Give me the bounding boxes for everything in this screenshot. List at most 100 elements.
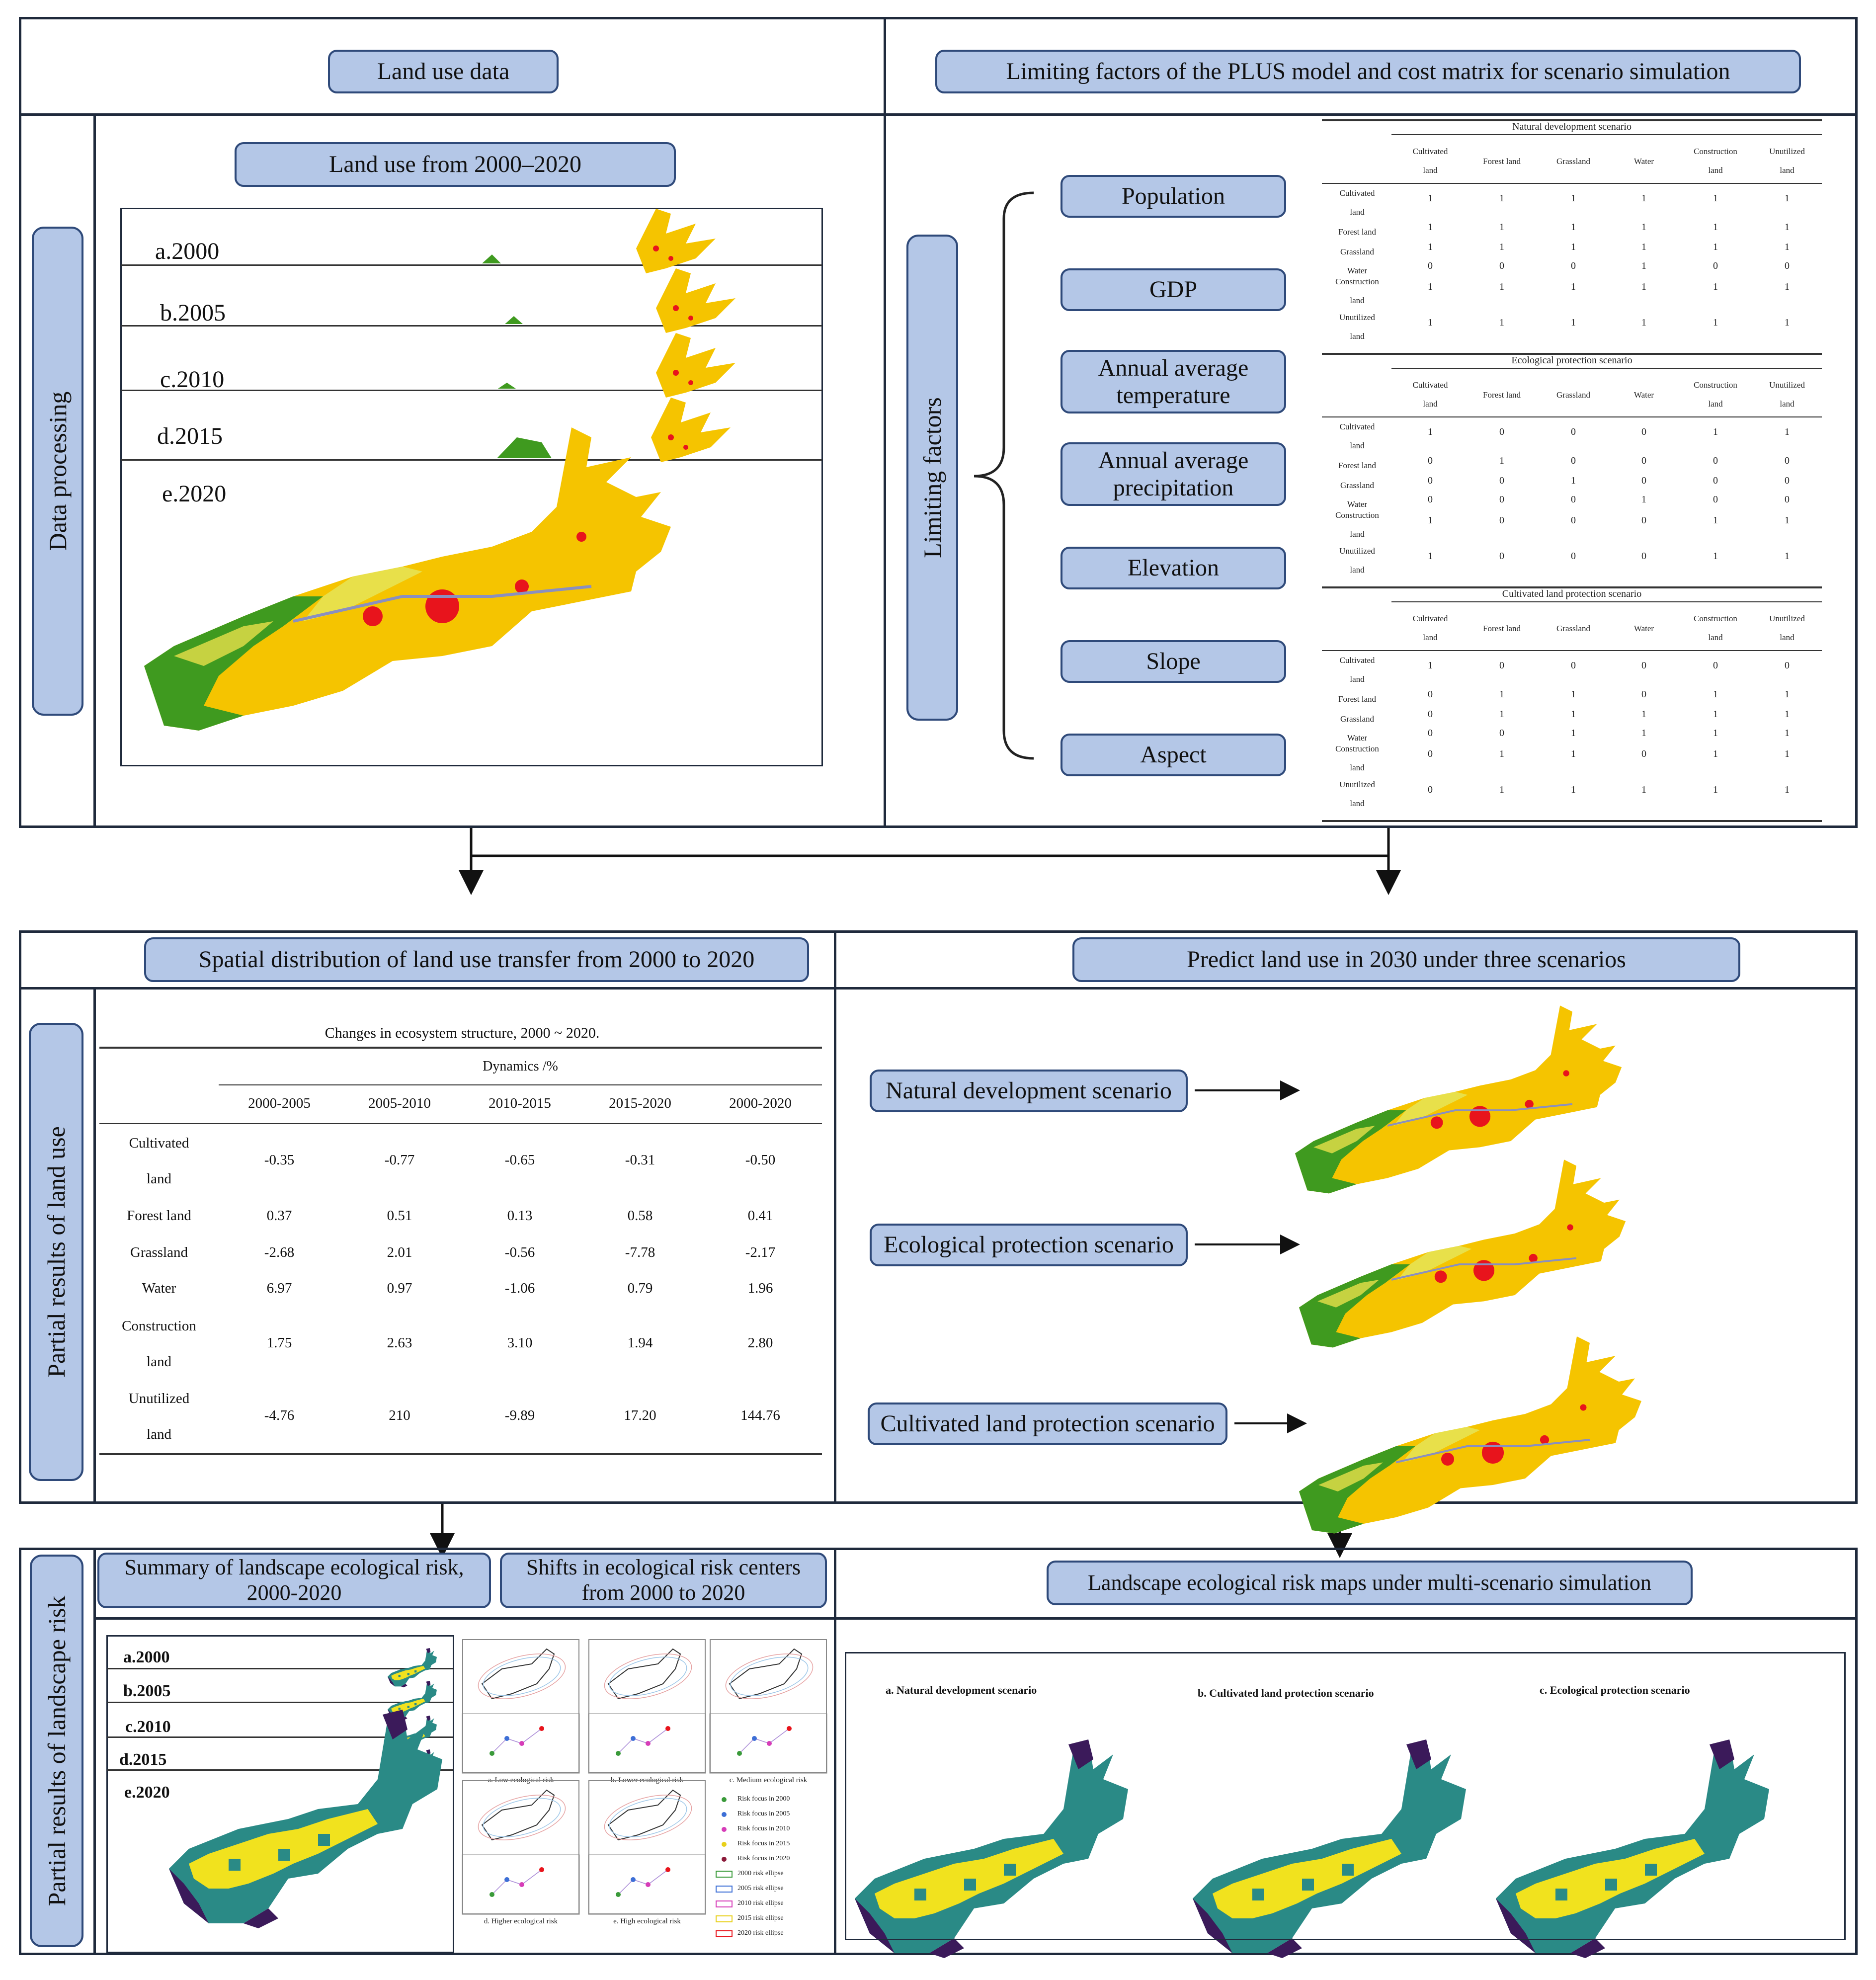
cost-cell: 1 xyxy=(1641,281,1646,292)
legend-label: 2010 risk ellipse xyxy=(737,1899,784,1907)
legend-swatch xyxy=(716,1915,733,1922)
legend-label: Risk focus in 2010 xyxy=(737,1825,790,1832)
cost-cell: 0 xyxy=(1785,455,1790,466)
cost-cell: 0 xyxy=(1428,748,1433,759)
cost-cell: 1 xyxy=(1428,317,1433,328)
scenario-ecological: Ecological protection scenario xyxy=(870,1224,1188,1266)
factor-gdp: GDP xyxy=(1060,268,1286,311)
cost-row-header: Grassland xyxy=(1340,481,1374,490)
year-label: a.2000 xyxy=(155,238,220,264)
cost-col-header: Forest land xyxy=(1482,157,1521,166)
divider xyxy=(93,1548,96,1955)
factor-temperature: Annual average temperature xyxy=(1060,350,1286,413)
predict-label: Predict land use in 2030 under three sce… xyxy=(1072,937,1740,982)
cost-cell: 1 xyxy=(1499,222,1504,233)
divider xyxy=(1322,416,1822,417)
divider xyxy=(93,1617,1858,1620)
cost-row-header: Forest land xyxy=(1338,227,1377,237)
dyn-col-header: 2005-2010 xyxy=(368,1095,431,1111)
cost-cell: 1 xyxy=(1499,281,1504,292)
shift-panel xyxy=(462,1639,579,1773)
risk-map-label: c. Ecological protection scenario xyxy=(1540,1684,1690,1696)
risk-year-label: a.2000 xyxy=(123,1648,170,1666)
cost-cell: 0 xyxy=(1499,728,1504,739)
shift-panel-caption: d. Higher ecological risk xyxy=(484,1917,558,1925)
cost-cell: 1 xyxy=(1571,222,1576,233)
shift-panel-caption: c. Medium ecological risk xyxy=(729,1776,808,1784)
divider xyxy=(121,325,822,327)
cost-col-header: Cultivated land xyxy=(1412,614,1448,642)
cost-cell: 1 xyxy=(1785,515,1790,526)
dyn-cell: -9.89 xyxy=(504,1407,535,1423)
dyn-cell: -7.78 xyxy=(625,1244,655,1260)
divider xyxy=(121,390,822,391)
legend-swatch xyxy=(722,1842,727,1847)
cost-cell: 0 xyxy=(1428,494,1433,505)
divider xyxy=(1391,601,1822,602)
divider xyxy=(1322,586,1822,588)
divider xyxy=(107,1668,453,1669)
dyn-cell: 1.94 xyxy=(627,1335,653,1351)
divider xyxy=(1322,650,1822,651)
cost-cell: 0 xyxy=(1499,551,1504,562)
cost-row-header: Cultivated land xyxy=(1339,656,1375,684)
cost-cell: 0 xyxy=(1641,475,1646,486)
divider xyxy=(1322,119,1822,121)
top-section xyxy=(19,17,1858,828)
cost-col-header: Grassland xyxy=(1556,624,1590,633)
risk-maps-title: Landscape ecological risk maps under mul… xyxy=(1047,1561,1693,1605)
factor-elevation: Elevation xyxy=(1060,547,1286,589)
cost-col-header: Unutilized land xyxy=(1769,147,1805,175)
cost-cell: 1 xyxy=(1713,551,1718,562)
cost-cell: 0 xyxy=(1571,494,1576,505)
cost-cell: 0 xyxy=(1641,426,1646,437)
dyn-cell: -4.76 xyxy=(264,1407,295,1423)
year-label: c.2010 xyxy=(160,366,225,393)
cost-cell: 0 xyxy=(1785,475,1790,486)
dyn-cell: 210 xyxy=(389,1407,410,1423)
dyn-row-label: land xyxy=(147,1171,171,1187)
partial-landscape-risk-label: Partial results of landscape risk xyxy=(30,1555,83,1947)
cost-cell: 1 xyxy=(1785,709,1790,720)
divider xyxy=(219,1084,822,1085)
dyn-col-header: 2010-2015 xyxy=(489,1095,551,1111)
cost-cell: 0 xyxy=(1785,660,1790,671)
factors-brace xyxy=(974,191,1034,760)
cost-col-header: Construction land xyxy=(1694,147,1737,175)
land-use-from-label: Land use from 2000–2020 xyxy=(235,142,676,187)
dyn-cell: -0.31 xyxy=(625,1152,655,1168)
cost-cell: 1 xyxy=(1641,317,1646,328)
cost-cell: 1 xyxy=(1499,784,1504,795)
cost-cell: 1 xyxy=(1785,689,1790,700)
legend-label: 2020 risk ellipse xyxy=(737,1929,784,1937)
cost-cell: 1 xyxy=(1713,426,1718,437)
divider xyxy=(99,1047,822,1049)
dyn-cell: -0.50 xyxy=(745,1152,776,1168)
cost-cell: 1 xyxy=(1785,222,1790,233)
dyn-cell: -0.35 xyxy=(264,1152,295,1168)
dyn-cell: -0.56 xyxy=(504,1244,535,1260)
cost-cell: 1 xyxy=(1571,748,1576,759)
cost-cell: 1 xyxy=(1428,281,1433,292)
dyn-col-header: 2000-2005 xyxy=(248,1095,311,1111)
factor-slope: Slope xyxy=(1060,640,1286,683)
partial-land-use-label: Partial results of land use xyxy=(29,1023,83,1481)
cost-row-header: Cultivated land xyxy=(1339,422,1375,450)
cost-cell: 1 xyxy=(1571,242,1576,252)
legend-swatch xyxy=(716,1930,733,1937)
cost-cell: 0 xyxy=(1713,455,1718,466)
risk-year-label: e.2020 xyxy=(124,1783,170,1802)
cost-row-header: Cultivated land xyxy=(1339,188,1375,217)
factor-aspect: Aspect xyxy=(1060,734,1286,776)
cost-cell: 1 xyxy=(1641,222,1646,233)
cost-cell: 1 xyxy=(1785,242,1790,252)
cost-cell: 1 xyxy=(1641,193,1646,204)
middle-section xyxy=(19,930,1858,1504)
divider xyxy=(99,1453,822,1455)
cost-cell: 1 xyxy=(1428,193,1433,204)
cost-cell: 1 xyxy=(1499,709,1504,720)
cost-cell: 1 xyxy=(1499,193,1504,204)
cost-row-header: Water xyxy=(1347,266,1368,275)
